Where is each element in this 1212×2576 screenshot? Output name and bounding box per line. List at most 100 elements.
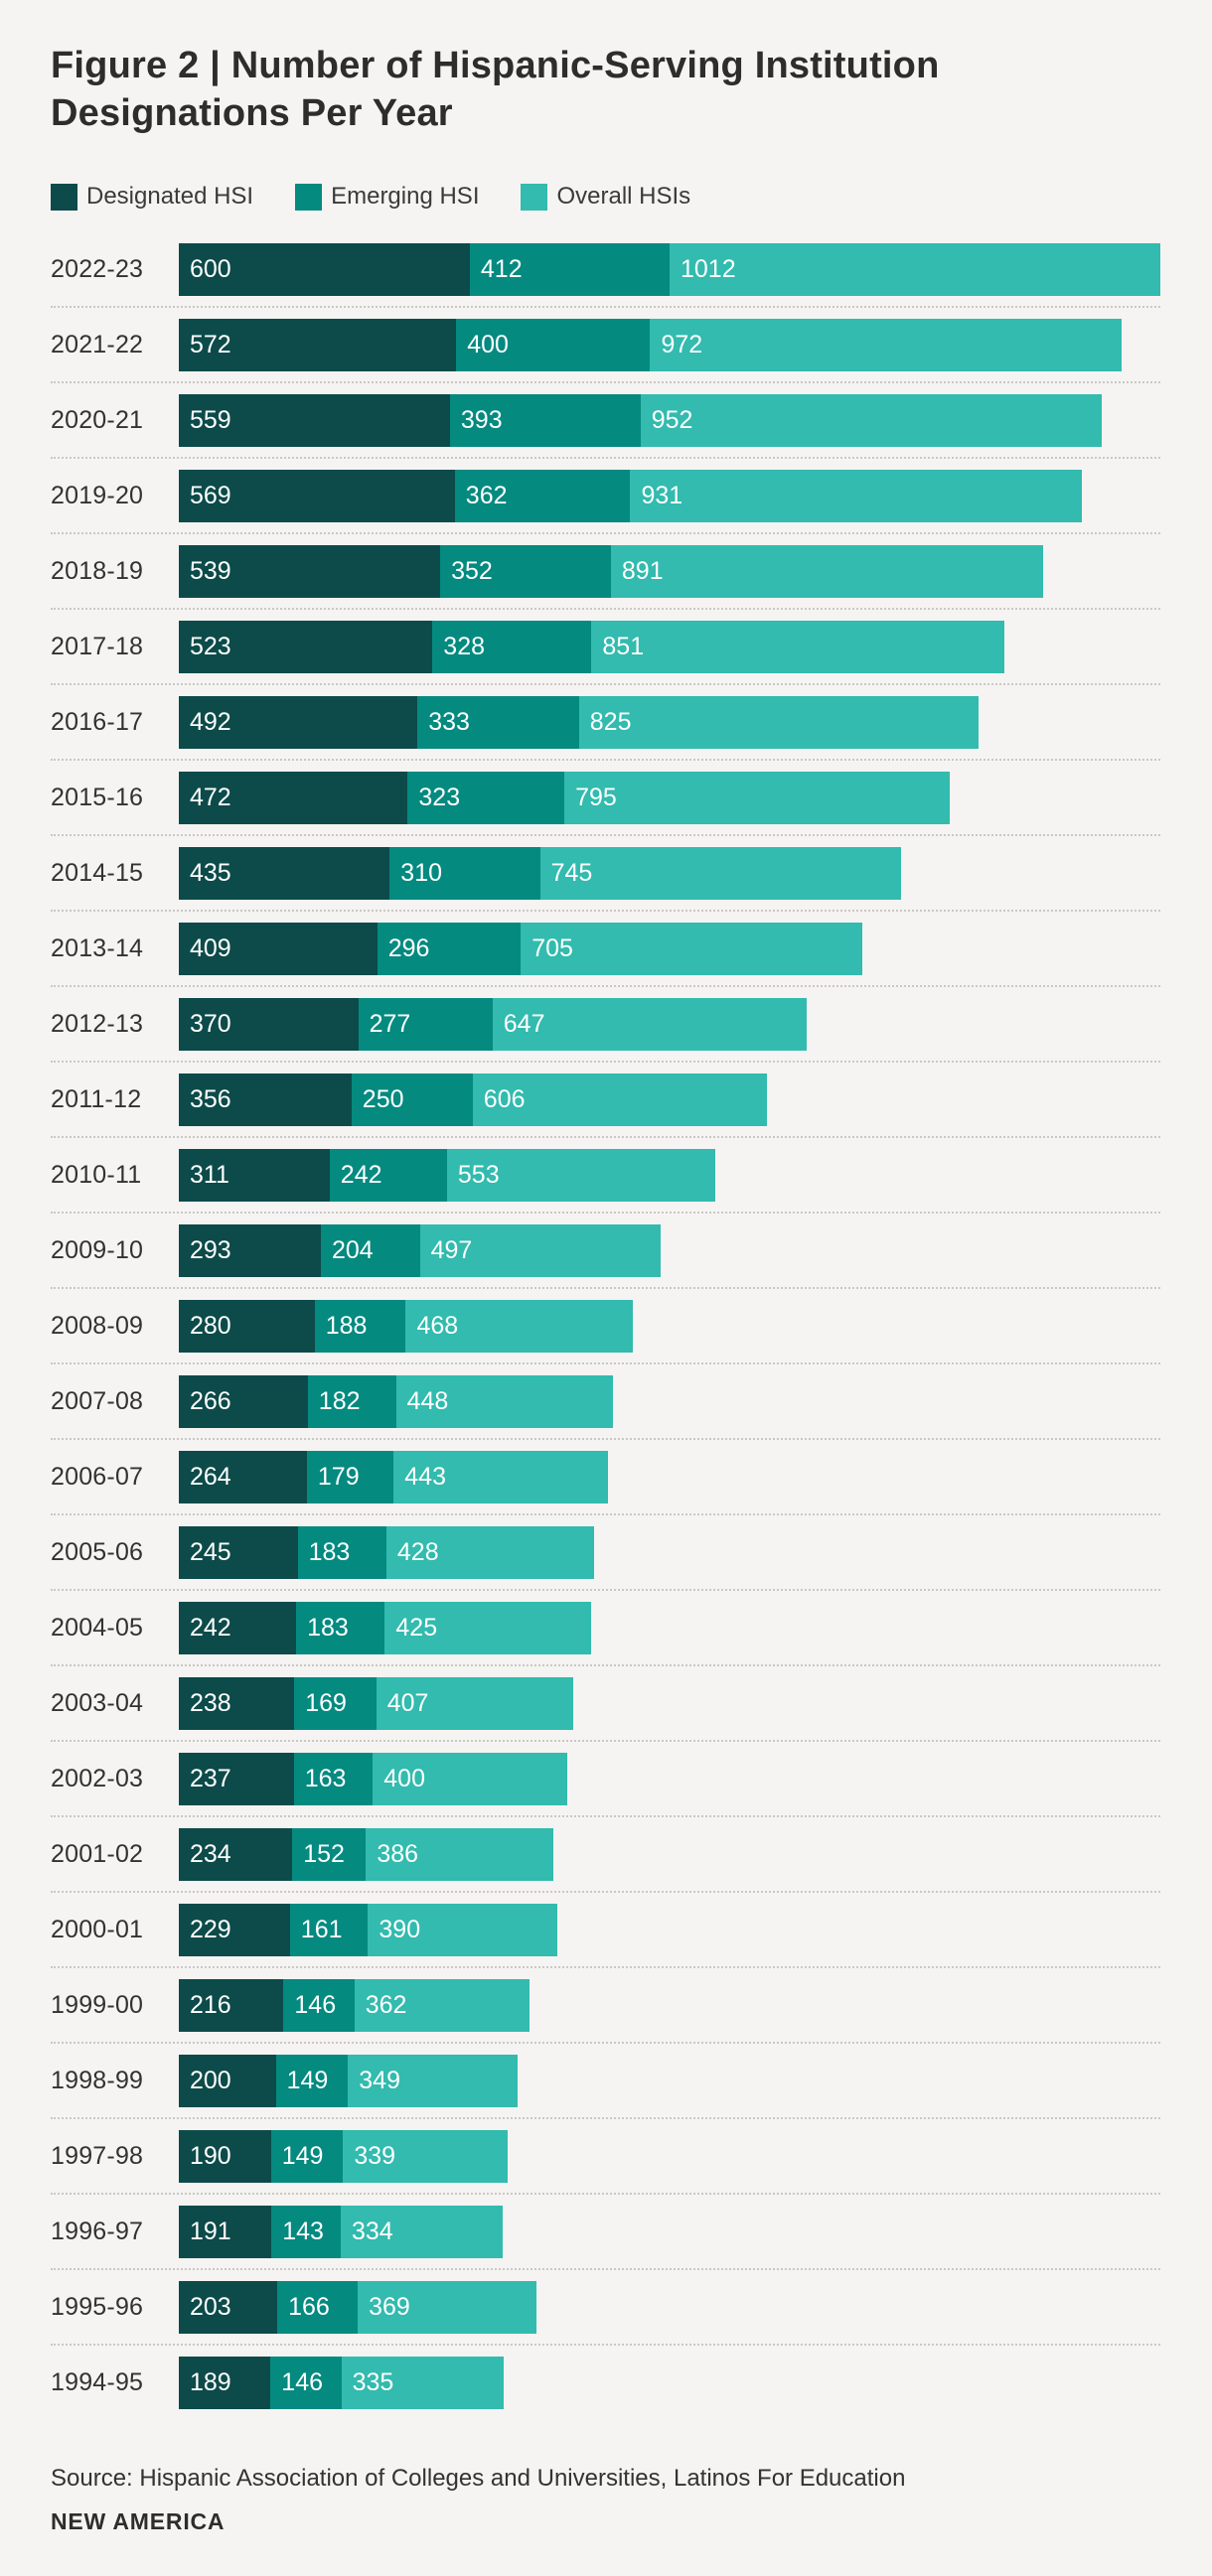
bar-segment-overall-hsis: 349 [348,2055,518,2107]
bar-value-label: 169 [305,1689,347,1717]
stacked-bar: 523 328 851 [179,621,1160,673]
chart-row: 2001-02 234 152 386 [51,1828,1160,1881]
bar-value-label: 328 [443,633,486,660]
bar-segment-overall-hsis: 705 [521,923,863,975]
bar-segment-overall-hsis: 497 [419,1224,662,1277]
bar-segment-overall-hsis: 334 [340,2206,503,2258]
chart-row: 2021-22 572 400 972 [51,319,1160,371]
bar-value-label: 311 [190,1161,229,1189]
row-separator [51,1287,1160,1289]
bar-value-label: 277 [369,1010,411,1038]
bar-value-label: 323 [418,784,461,811]
stacked-bar: 280 188 468 [179,1300,1160,1353]
chart-row: 1997-98 190 149 339 [51,2130,1160,2183]
bar-segment-emerging-hsi: 146 [270,2357,342,2409]
bar-value-label: 523 [190,633,231,660]
row-separator [51,608,1160,610]
bar-segment-overall-hsis: 407 [376,1677,574,1730]
bar-value-label: 370 [190,1010,231,1038]
bar-segment-overall-hsis: 390 [368,1904,557,1956]
bar-segment-emerging-hsi: 310 [389,847,540,900]
legend-item-designated-hsi: Designated HSI [51,183,253,211]
row-separator [51,1966,1160,1968]
stacked-bar: 234 152 386 [179,1828,1160,1881]
row-separator [51,532,1160,534]
bar-segment-emerging-hsi: 149 [270,2130,344,2183]
bar-value-label: 559 [190,406,231,434]
bar-segment-emerging-hsi: 183 [297,1526,386,1579]
bar-value-label: 333 [428,708,470,736]
row-separator [51,457,1160,459]
stacked-bar: 266 182 448 [179,1375,1160,1428]
legend-label: Overall HSIs [556,183,691,210]
bar-segment-overall-hsis: 428 [385,1526,594,1579]
stacked-bar: 189 146 335 [179,2357,1160,2409]
year-label: 2012-13 [51,1010,144,1038]
year-label: 1995-96 [51,2293,144,2321]
bar-value-label: 146 [294,1991,337,2019]
bar-segment-overall-hsis: 795 [564,772,951,824]
bar-value-label: 448 [406,1387,449,1415]
bar-value-label: 393 [460,406,503,434]
year-label: 2009-10 [51,1236,144,1264]
bar-value-label: 200 [190,2067,231,2094]
bar-segment-emerging-hsi: 182 [307,1375,396,1428]
bar-segment-designated-hsi: 266 [179,1375,308,1428]
stacked-bar: 435 310 745 [179,847,1160,900]
year-label: 2020-21 [51,406,144,434]
bar-value-label: 237 [190,1765,231,1792]
year-label: 2005-06 [51,1538,144,1566]
stacked-bar: 559 393 952 [179,394,1160,447]
bar-value-label: 163 [304,1765,347,1792]
bar-segment-designated-hsi: 523 [179,621,433,673]
chart-row: 1995-96 203 166 369 [51,2281,1160,2334]
bar-value-label: 149 [286,2067,329,2094]
bar-value-label: 280 [190,1312,231,1340]
bar-segment-overall-hsis: 553 [446,1149,715,1202]
bar-value-label: 179 [317,1463,360,1491]
bar-value-label: 825 [589,708,632,736]
chart-row: 2015-16 472 323 795 [51,772,1160,824]
bar-segment-designated-hsi: 237 [179,1753,294,1805]
stacked-bar: 311 242 553 [179,1149,1160,1202]
chart-row: 2007-08 266 182 448 [51,1375,1160,1428]
bar-value-label: 190 [190,2142,231,2170]
bar-value-label: 203 [190,2293,231,2321]
chart-row: 1996-97 191 143 334 [51,2206,1160,2258]
chart-row: 2008-09 280 188 468 [51,1300,1160,1353]
bar-value-label: 468 [416,1312,459,1340]
row-separator [51,2344,1160,2346]
bar-segment-emerging-hsi: 333 [417,696,579,749]
bar-value-label: 497 [430,1236,473,1264]
bar-segment-designated-hsi: 539 [179,545,441,598]
year-label: 2018-19 [51,557,144,585]
bar-segment-emerging-hsi: 183 [296,1602,385,1654]
year-label: 2010-11 [51,1161,142,1189]
bar-value-label: 891 [621,557,664,585]
bar-value-label: 539 [190,557,231,585]
bar-value-label: 606 [483,1085,526,1113]
year-label: 2003-04 [51,1689,144,1717]
bar-segment-overall-hsis: 369 [358,2281,537,2334]
bar-segment-designated-hsi: 559 [179,394,450,447]
stacked-bar: 356 250 606 [179,1073,1160,1126]
year-label: 2000-01 [51,1916,144,1943]
bar-value-label: 400 [467,331,509,358]
bar-value-label: 250 [362,1085,404,1113]
stacked-bar: 242 183 425 [179,1602,1160,1654]
stacked-bar: 409 296 705 [179,923,1160,975]
bar-value-label: 149 [281,2142,324,2170]
stacked-bar: 237 163 400 [179,1753,1160,1805]
bar-segment-emerging-hsi: 143 [271,2206,341,2258]
bar-value-label: 705 [531,934,573,962]
figure-title-line2: Designations Per Year [51,92,453,134]
bar-segment-designated-hsi: 238 [179,1677,295,1730]
row-separator [51,1589,1160,1591]
stacked-bar: 600 412 1012 [179,243,1160,296]
bar-value-label: 264 [190,1463,231,1491]
row-separator [51,910,1160,912]
emerging-hsi-swatch-icon [295,183,323,211]
bar-segment-designated-hsi: 569 [179,470,455,522]
legend-label: Designated HSI [86,183,254,210]
bar-segment-designated-hsi: 370 [179,998,359,1051]
